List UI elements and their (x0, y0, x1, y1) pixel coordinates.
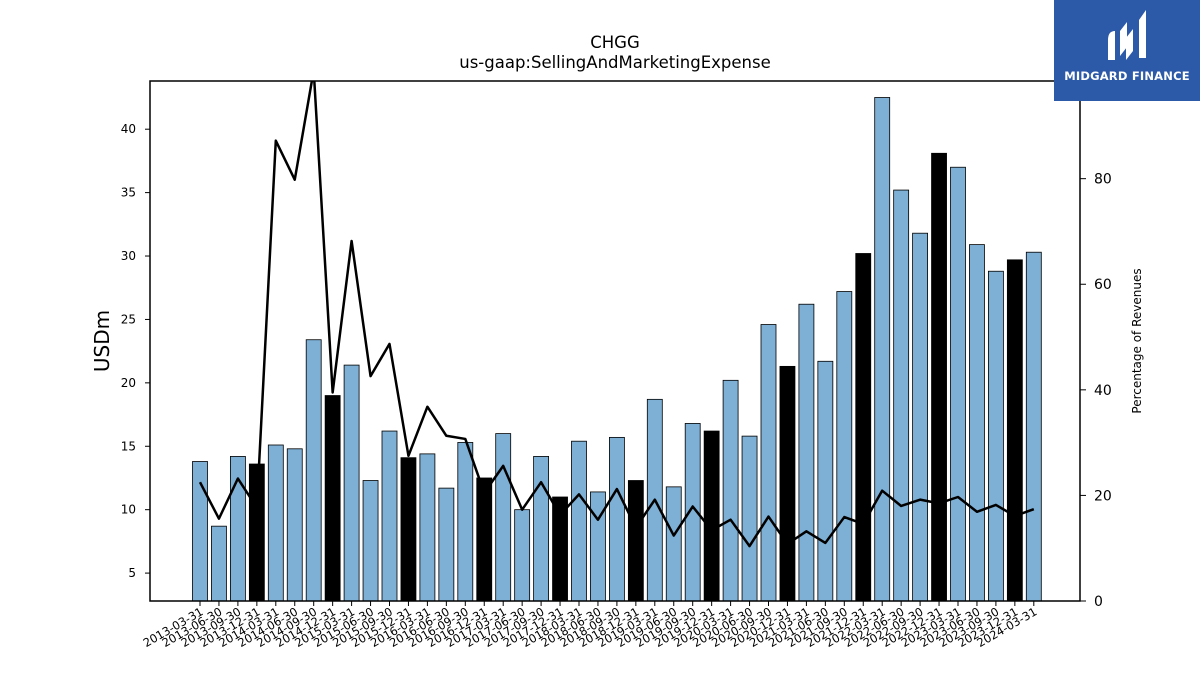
bar-2021-03-31 (798, 303, 815, 602)
bar-2022-06-30 (893, 189, 910, 602)
bar-2016-06-30 (438, 487, 455, 602)
bar-2023-09-30 (988, 270, 1004, 602)
left-tick-label: 10 (121, 503, 136, 517)
bar-2023-12-31 (1006, 259, 1023, 602)
bar-2017-06-30 (514, 509, 531, 602)
bar-2018-12-31 (627, 480, 644, 602)
x-axis: 2013-03-312013-06-302013-09-302013-12-31… (141, 601, 1039, 650)
bar-2022-12-31 (931, 152, 947, 602)
left-tick-label: 35 (121, 186, 136, 200)
bar-2014-06-30 (286, 448, 303, 602)
midgard-logo-icon (1108, 10, 1146, 60)
y2-axis-label: Percentage of Revenues (1130, 268, 1144, 413)
bar-2017-09-30 (533, 456, 549, 602)
bar-2013-06-30 (211, 525, 227, 602)
bar-2024-03-31 (1025, 251, 1042, 602)
chart-title: CHGG (590, 33, 640, 52)
bar-2014-12-31 (324, 395, 341, 602)
y-axis-label: USDm (90, 310, 114, 372)
bar-2015-03-31 (343, 364, 360, 602)
bar-2014-03-31 (267, 444, 284, 602)
bar-2014-09-30 (305, 339, 322, 602)
bar-2019-06-30 (665, 486, 682, 602)
chart-subtitle: us-gaap:SellingAndMarketingExpense (459, 53, 771, 72)
right-tick-label: 80 (1094, 172, 1112, 188)
bar-2018-09-30 (609, 436, 625, 602)
left-tick-label: 40 (121, 122, 136, 136)
line-series (198, 81, 1035, 548)
bar-2020-12-31 (779, 365, 796, 602)
bar-2021-06-30 (817, 360, 834, 602)
bar-2016-03-31 (419, 453, 436, 602)
bar-2015-09-30 (381, 430, 398, 602)
percentage-line (198, 81, 1035, 548)
bar-2020-06-30 (741, 435, 758, 602)
bar-2021-12-31 (855, 253, 872, 602)
midgard-logo: MIDGARD FINANCE (1054, 0, 1200, 101)
left-tick-label: 20 (121, 376, 136, 390)
bar-2021-09-30 (836, 291, 853, 602)
bar-2018-03-31 (571, 440, 587, 602)
left-tick-label: 30 (121, 249, 136, 263)
bar-2020-09-30 (760, 324, 777, 602)
bar-2020-03-31 (722, 379, 739, 602)
bar-2019-12-31 (703, 430, 720, 602)
bar-2022-09-30 (912, 232, 928, 602)
logo-text: MIDGARD FINANCE (1064, 69, 1190, 83)
bar-2016-12-31 (476, 477, 493, 602)
bar-2018-06-30 (590, 491, 606, 602)
left-tick-label: 25 (121, 312, 136, 326)
bar-2015-06-30 (362, 480, 379, 602)
bar-2015-12-31 (400, 457, 417, 602)
plot-frame (149, 80, 1081, 602)
bar-2023-06-30 (969, 244, 985, 602)
right-tick-label: 20 (1094, 488, 1112, 504)
bar-2017-03-31 (495, 433, 512, 602)
left-axis: 5 10 15 20 25 30 35 40 (121, 122, 150, 580)
right-axis: 0 20 40 60 80 (1080, 172, 1112, 610)
bar-2023-03-31 (950, 166, 966, 602)
left-tick-label: 5 (128, 566, 136, 580)
right-tick-label: 0 (1094, 594, 1103, 610)
bar-2016-09-30 (457, 442, 474, 602)
left-tick-label: 15 (121, 439, 136, 453)
right-tick-label: 60 (1094, 277, 1112, 293)
bar-2022-03-31 (874, 97, 891, 602)
right-tick-label: 40 (1094, 383, 1112, 399)
